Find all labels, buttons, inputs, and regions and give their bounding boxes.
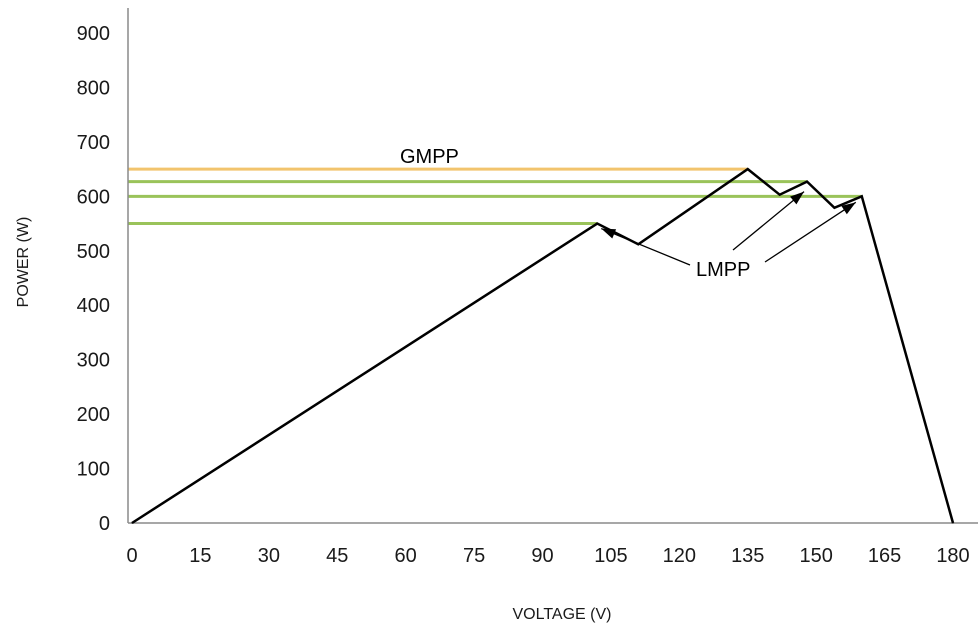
- lmpp-arrow-2: [732, 191, 805, 251]
- y-axis-title: POWER (W): [15, 217, 32, 308]
- reference-lines: [128, 167, 862, 226]
- curve-point: [952, 522, 954, 524]
- curve-point: [779, 194, 781, 196]
- y-tick-label: 700: [77, 132, 110, 154]
- x-tick-label: 105: [594, 545, 627, 567]
- lmpp-arrow-3: [764, 201, 857, 263]
- x-tick-label: 75: [463, 545, 485, 567]
- x-tick-label: 165: [868, 545, 901, 567]
- x-tick-label: 150: [799, 545, 832, 567]
- curve-point: [131, 522, 133, 524]
- annotation-gmpp: GMPP: [400, 146, 459, 168]
- x-axis-title: VOLTAGE (V): [513, 606, 612, 623]
- series-layer: [131, 167, 955, 525]
- x-tick-label: 135: [731, 545, 764, 567]
- x-tick-label: 0: [126, 545, 137, 567]
- x-tick-label: 120: [663, 545, 696, 567]
- y-tick-label: 900: [77, 23, 110, 45]
- curve-point: [596, 223, 598, 225]
- y-tick-label: 100: [77, 459, 110, 481]
- curve-point: [806, 181, 808, 183]
- annotation-lmpp: LMPP: [696, 259, 750, 281]
- y-tick-label: 400: [77, 295, 110, 317]
- curve-point: [747, 168, 749, 170]
- axes: [127, 8, 978, 524]
- lmpp-arrow-1: [600, 227, 691, 266]
- x-tick-label: 45: [326, 545, 348, 567]
- curve-point: [833, 207, 835, 209]
- x-tick-label: 180: [936, 545, 969, 567]
- y-tick-label: 800: [77, 77, 110, 99]
- annotation-arrows: [600, 191, 857, 266]
- y-tick-label: 200: [77, 404, 110, 426]
- y-tick-labels: 0 100 200 300 400 500 600 700 800 900: [77, 23, 110, 535]
- x-tick-label: 15: [189, 545, 211, 567]
- y-tick-label: 500: [77, 241, 110, 263]
- x-tick-label: 30: [258, 545, 280, 567]
- y-tick-label: 600: [77, 186, 110, 208]
- curve-point: [861, 195, 863, 197]
- x-tick-labels: 0 15 30 45 60 75 90 105 120 135 150 165 180: [126, 545, 969, 567]
- x-tick-label: 90: [531, 545, 553, 567]
- y-tick-label: 300: [77, 350, 110, 372]
- y-tick-label: 0: [99, 513, 110, 535]
- x-tick-label: 60: [395, 545, 417, 567]
